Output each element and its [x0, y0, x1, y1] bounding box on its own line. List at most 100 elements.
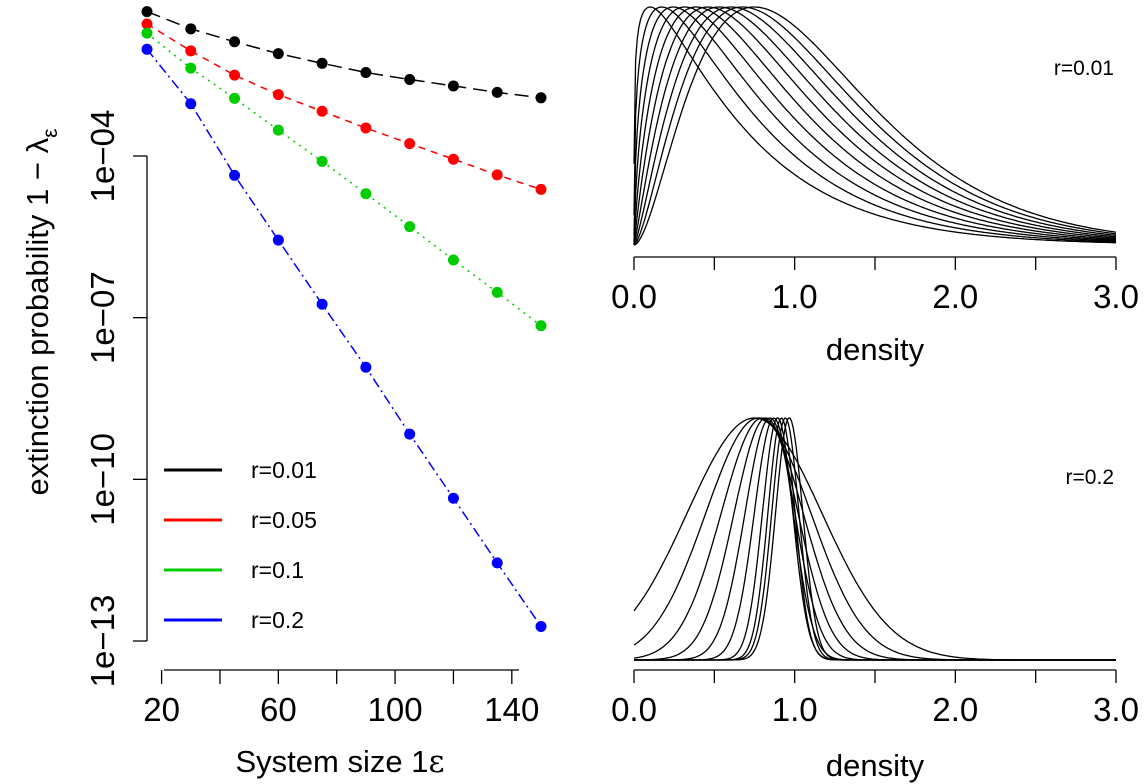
- y-tick-label: 1e−07: [84, 271, 121, 364]
- data-point: [185, 23, 197, 35]
- data-point: [535, 320, 547, 332]
- series-line-3: [146, 48, 542, 627]
- data-point: [185, 45, 197, 57]
- density-curve-2: [633, 417, 1116, 661]
- data-point: [272, 89, 284, 101]
- data-point: [447, 492, 459, 504]
- x-tick-label: 0.0: [611, 691, 657, 728]
- density-curve-0: [633, 417, 1116, 661]
- density-curve-2: [633, 6, 1116, 242]
- data-point: [316, 155, 328, 167]
- density-curve-3: [633, 6, 1117, 243]
- data-point: [447, 153, 459, 165]
- data-point: [316, 105, 328, 117]
- data-point: [535, 620, 547, 632]
- data-point: [447, 254, 459, 266]
- density-curve-3: [633, 417, 1116, 661]
- y-axis-title-main: extinction probability 1 − λ: [20, 137, 55, 495]
- x-axis-title: density: [826, 748, 925, 783]
- data-point: [141, 43, 153, 55]
- density-curve-9: [633, 6, 1117, 246]
- x-axis-ticks: 0.0 1.0 2.0 3.0: [611, 670, 1139, 728]
- data-point: [229, 92, 241, 104]
- data-point: [272, 48, 284, 60]
- density-curve-5: [634, 417, 1116, 661]
- x-tick-label: 0.0: [611, 278, 657, 315]
- data-point: [316, 298, 328, 310]
- density-curve-1: [633, 6, 1117, 243]
- density-curve-6: [633, 6, 1117, 246]
- y-tick-label: 1e−13: [84, 595, 121, 688]
- density-curve-8: [633, 6, 1117, 246]
- density-curve-7: [634, 417, 1116, 661]
- panel-label: r=0.01: [1054, 57, 1114, 80]
- data-point: [404, 428, 416, 440]
- x-axis-ticks: 20 60 100 140: [143, 670, 539, 728]
- density-curve-4: [634, 417, 1116, 661]
- data-point: [535, 183, 547, 195]
- data-point: [491, 169, 503, 181]
- legend-label: r=0.1: [251, 557, 304, 583]
- y-tick-label: 1e−04: [84, 110, 121, 203]
- data-point: [360, 188, 372, 200]
- data-point: [360, 66, 372, 78]
- x-tick-label: 60: [260, 691, 297, 728]
- density-curve-4: [633, 6, 1117, 245]
- x-axis-title-suffix: ε: [428, 744, 444, 780]
- data-point: [447, 80, 459, 92]
- x-tick-label: 20: [143, 691, 180, 728]
- density-curve-7: [633, 6, 1117, 246]
- data-point: [360, 122, 372, 134]
- legend-label: r=0.05: [251, 507, 317, 533]
- data-point: [141, 6, 153, 18]
- data-point: [185, 98, 197, 110]
- data-point: [404, 138, 416, 150]
- y-tick-label: 1e−10: [84, 433, 121, 526]
- data-point: [272, 234, 284, 246]
- data-point: [360, 361, 372, 373]
- data-point: [229, 36, 241, 48]
- density-curve-8: [634, 417, 1116, 661]
- density-curve-0: [633, 6, 1116, 244]
- x-tick-label: 2.0: [932, 278, 978, 315]
- density-curve-5: [633, 6, 1117, 245]
- density-curve-9: [634, 417, 1116, 661]
- data-point: [141, 27, 153, 39]
- data-point: [404, 221, 416, 233]
- x-tick-label: 3.0: [1093, 691, 1139, 728]
- data-point: [229, 69, 241, 81]
- data-point: [272, 124, 284, 136]
- data-point: [491, 86, 503, 98]
- data-point: [185, 62, 197, 74]
- series-line-0: [146, 10, 542, 99]
- data-point: [491, 557, 503, 569]
- density-curves: [633, 6, 1117, 246]
- density-curves: [633, 417, 1116, 661]
- density-curve-1: [633, 417, 1116, 661]
- x-tick-label: 1.0: [772, 278, 818, 315]
- x-tick-label: 1.0: [772, 691, 818, 728]
- panel-label: r=0.2: [1066, 466, 1114, 489]
- y-axis-ticks: 1e−04 1e−07 1e−10 1e−13: [84, 110, 147, 688]
- data-point: [141, 18, 153, 30]
- x-axis-title: density: [826, 332, 925, 367]
- density-chart-r02: 0.0 1.0 2.0 3.0 density r=0.2: [611, 417, 1139, 783]
- y-axis-title: extinction probability 1 − λε: [20, 129, 62, 496]
- x-tick-label: 140: [484, 691, 539, 728]
- y-axis-title-subscript: ε: [39, 129, 62, 138]
- x-tick-label: 3.0: [1093, 278, 1139, 315]
- x-axis-ticks: 0.0 1.0 2.0 3.0: [611, 257, 1139, 315]
- density-chart-r001: 0.0 1.0 2.0 3.0 density r=0.01: [611, 6, 1139, 367]
- data-point: [535, 92, 547, 104]
- x-tick-label: 100: [368, 691, 423, 728]
- extinction-probability-chart: 1e−04 1e−07 1e−10 1e−13 20 60 100 140 extincti…: [20, 6, 547, 780]
- data-point: [404, 73, 416, 85]
- legend-label: r=0.01: [251, 457, 317, 483]
- density-curve-6: [634, 417, 1116, 661]
- legend-label: r=0.2: [251, 607, 304, 633]
- x-axis-title-main: System size 1: [235, 744, 428, 779]
- data-point: [491, 286, 503, 298]
- legend: r=0.01 r=0.05 r=0.1 r=0.2: [164, 457, 317, 633]
- series-group: [141, 6, 547, 632]
